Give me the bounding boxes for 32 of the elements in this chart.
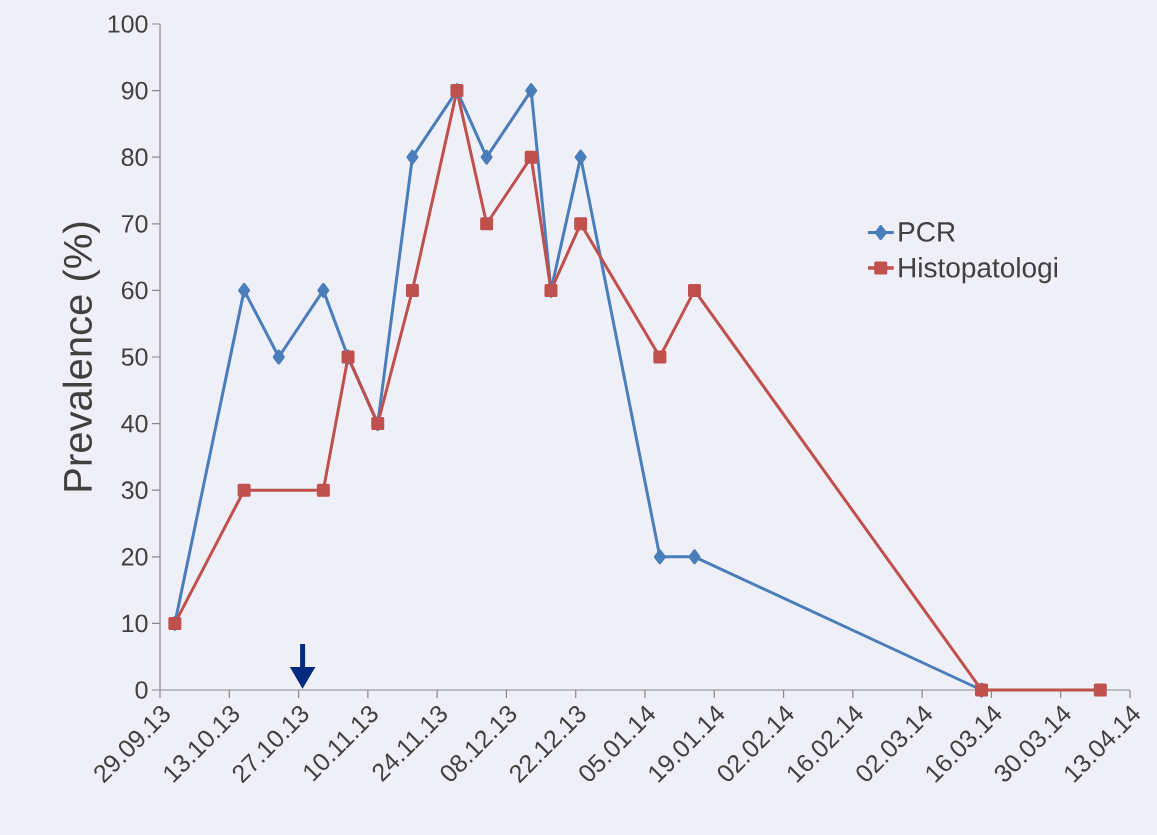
point [687, 283, 701, 297]
y-tick-label: 30 [121, 481, 148, 500]
point [480, 217, 494, 231]
point [238, 282, 251, 298]
legend-label: PCR [899, 222, 955, 242]
y-tick-label: 100 [108, 15, 148, 33]
point [480, 149, 493, 165]
y-tick-label: 80 [121, 148, 148, 167]
point [317, 282, 330, 298]
point [1093, 683, 1107, 697]
y-tick-label: 0 [135, 681, 148, 699]
point [524, 150, 538, 164]
point [525, 83, 538, 99]
point [272, 349, 285, 365]
y-tick-label: 40 [121, 414, 148, 433]
point [574, 217, 588, 231]
y-tick-label: 70 [121, 214, 148, 233]
y-tick-label: 90 [121, 81, 148, 100]
y-tick-label: 20 [121, 547, 148, 566]
point [653, 350, 667, 364]
point [237, 483, 251, 497]
y-tick-label: 50 [121, 348, 148, 366]
point [405, 283, 419, 297]
y-tick-label: 10 [122, 614, 148, 633]
point [406, 149, 419, 165]
legend-label: Histopatologi [899, 257, 1058, 284]
point [316, 483, 330, 497]
point [653, 549, 666, 565]
y-tick-label: 60 [121, 281, 148, 300]
point [574, 149, 587, 165]
point [688, 549, 701, 565]
y-axis-title: Prevalence (%) [62, 222, 100, 491]
